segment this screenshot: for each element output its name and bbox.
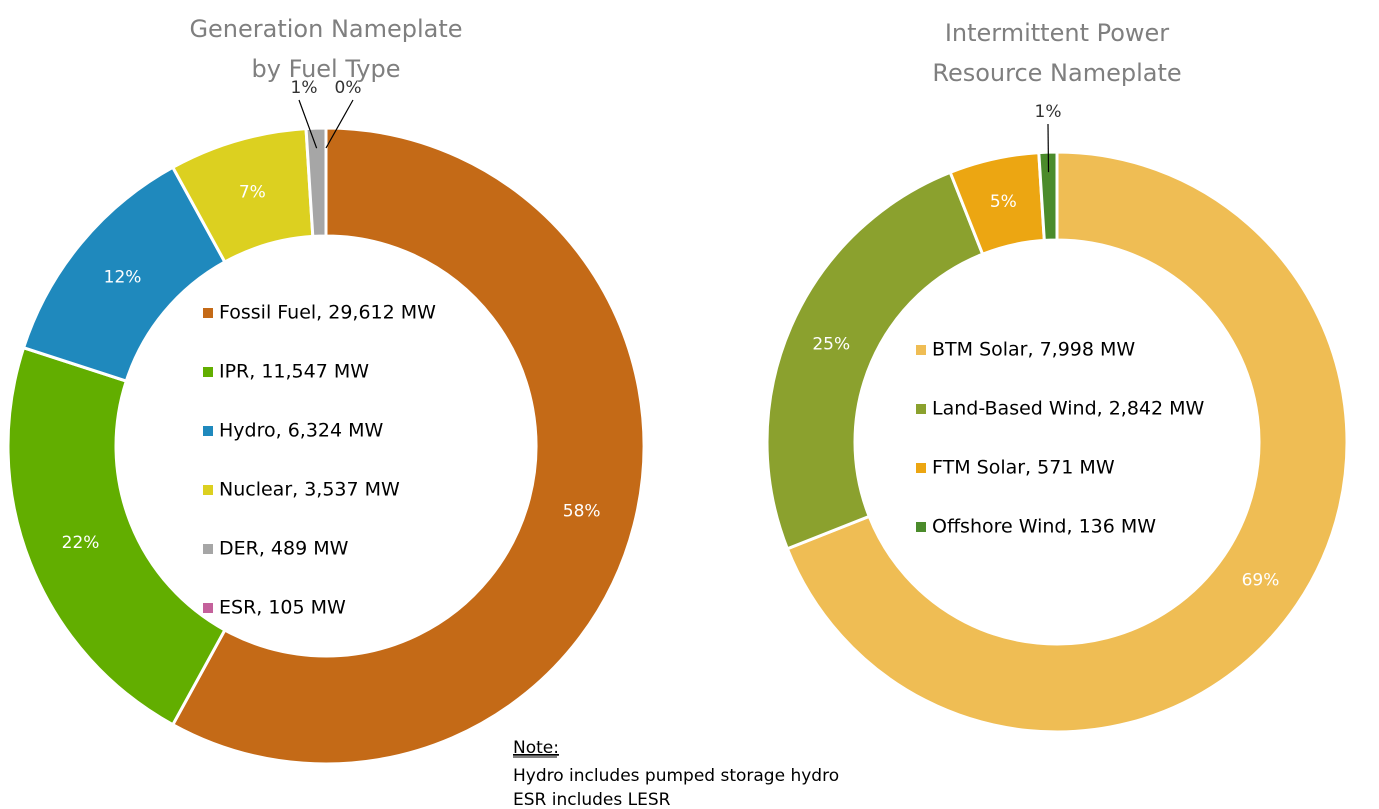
legend-label: Hydro, 6,324 MW [219,420,384,442]
chart-title: Resource Nameplate [932,59,1181,87]
legend-swatch [916,404,926,414]
legend-swatch [203,485,213,495]
legend-swatch [203,367,213,377]
legend-label: IPR, 11,547 MW [219,361,369,383]
note-line: ESR includes LESR [513,790,671,809]
data-label: 5% [990,192,1017,212]
legend-label: Offshore Wind, 136 MW [932,516,1156,538]
leader-line [298,99,318,149]
legend-label: ESR, 105 MW [219,597,346,619]
legend-label: FTM Solar, 571 MW [932,457,1115,479]
legend-label: Nuclear, 3,537 MW [219,479,400,501]
data-label: 0% [335,78,362,98]
data-label: 25% [812,334,850,354]
data-label: 69% [1242,570,1280,590]
donut-slice [765,170,985,551]
chart-title: by Fuel Type [252,55,401,83]
data-label: 58% [563,502,601,522]
data-label: 7% [239,182,266,202]
chart-title: Generation Nameplate [189,15,462,43]
chart-title: Intermittent Power [945,19,1169,47]
data-label: 22% [62,533,100,553]
legend-label: Land-Based Wind, 2,842 MW [932,398,1205,420]
legend-swatch [916,522,926,532]
data-label: 1% [291,78,318,98]
legend-swatch [916,345,926,355]
donut-slice [1037,150,1059,242]
donut-slice [785,150,1349,734]
data-label: 12% [104,268,142,288]
note-title: Note: [513,738,559,758]
legend-swatch [203,308,213,318]
leader-line [1047,123,1050,173]
legend-swatch [203,603,213,613]
data-label: 1% [1035,102,1062,122]
legend-label: DER, 489 MW [219,538,349,560]
legend-swatch [916,463,926,473]
donut-slice [170,126,646,766]
legend-label: Fossil Fuel, 29,612 MW [219,302,436,324]
legend-swatch [203,426,213,436]
leader-line [325,99,354,149]
legend-swatch [203,544,213,554]
note-line: Hydro includes pumped storage hydro [513,766,839,786]
legend-label: BTM Solar, 7,998 MW [932,339,1135,361]
donut-slice [6,345,227,727]
